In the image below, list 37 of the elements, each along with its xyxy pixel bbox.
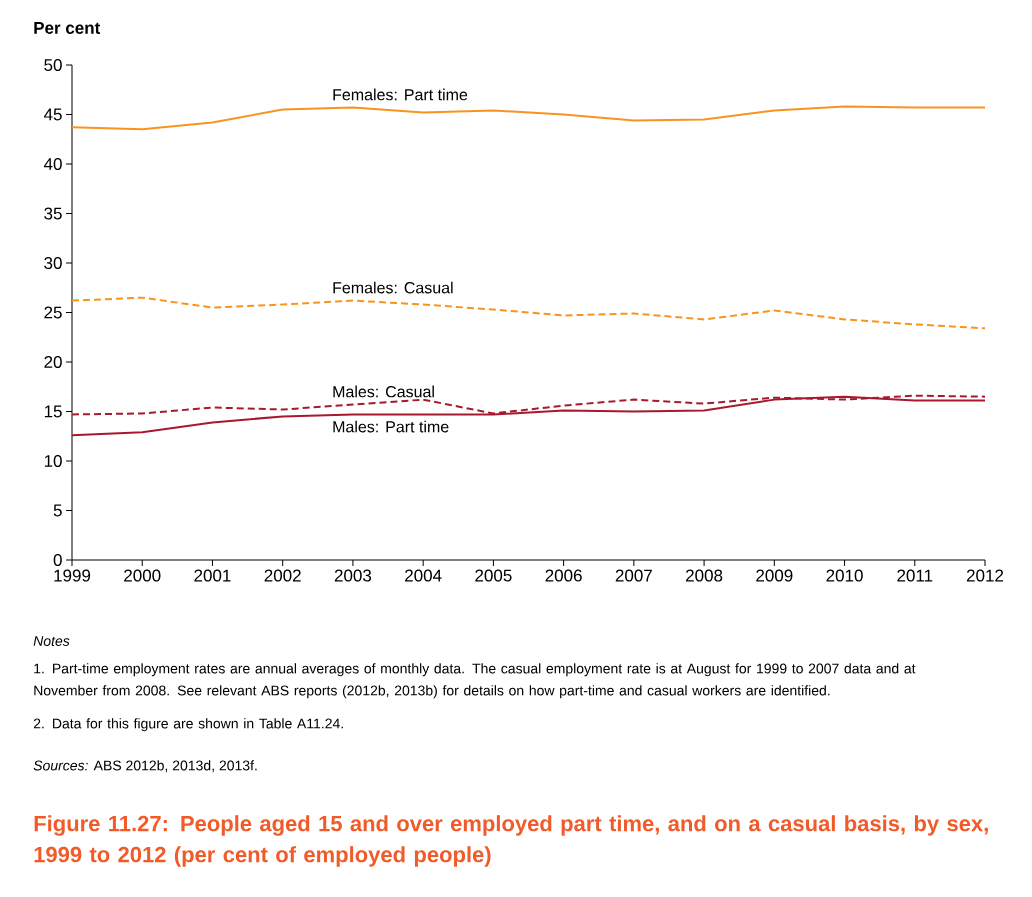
y-tick-label: 30	[44, 256, 62, 270]
x-tick-label: 1999	[54, 569, 91, 582]
text: 1. Part-time employment rates are annual averages of monthly data. The casual employment rate is at August for 1999 to 2007 data and at November from 2008. See relevant ABS reports (2012b, 2013b) for details on how part-time and casual workers are identified.	[34, 663, 916, 699]
y-tick-label: 10	[44, 454, 62, 468]
line-series	[71, 296, 987, 330]
x-tick-label: 2004	[405, 569, 442, 582]
text: Notes	[33, 636, 70, 646]
text: 2. Data for this figure are shown in Table A11.24.	[33, 718, 343, 732]
y-tick-label: 40	[43, 157, 62, 171]
y-axis-title: Per cent	[34, 22, 101, 34]
y-tick-label: 45	[43, 108, 62, 121]
x-tick-label: 2006	[545, 569, 582, 582]
y-tick-label: 35	[44, 207, 62, 220]
series-label: Females: Casual	[333, 281, 453, 294]
line-series	[71, 105, 987, 131]
y-tick-label: 15	[44, 405, 62, 418]
x-tick-label: 2009	[756, 569, 793, 582]
series-label: Males: Casual	[333, 385, 434, 398]
x-tick-label: 2002	[264, 569, 301, 582]
text: Figure 11.27: People aged 15 and over employed part time, and on a casual basis, by sex, 1999 to 2012 (per cent of employed people)	[34, 815, 988, 867]
x-tick-label: 2001	[194, 569, 231, 582]
y-tick-label: 50	[44, 58, 62, 72]
x-tick-label: 2005	[475, 569, 512, 582]
y-tick-label: 20	[44, 355, 62, 369]
x-tick-label: 2010	[826, 569, 863, 582]
x-tick-label: 2012	[966, 569, 1004, 582]
text: Sources: ABS 2012b, 2013d, 2013f.	[33, 760, 257, 773]
y-tick-label: 0	[53, 553, 62, 567]
x-tick-label: 2000	[124, 569, 161, 582]
x-tick-label: 2007	[615, 569, 652, 582]
series-label: Males: Part time	[333, 420, 449, 433]
x-tick-label: 2003	[334, 569, 372, 582]
y-tick-label: 25	[44, 306, 62, 319]
x-tick-label: 2011	[897, 569, 933, 582]
series-label: Females: Part time	[333, 88, 468, 101]
y-tick-label: 5	[53, 504, 62, 517]
x-tick-label: 2008	[686, 569, 723, 582]
